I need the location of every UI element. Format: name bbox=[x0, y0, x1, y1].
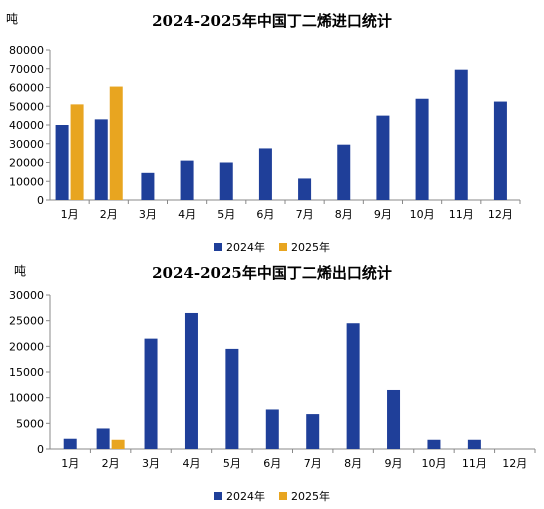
export-chart-plot: 0 5000 10000 15000 20000 25000 30000 1月 2月 3月 4月 5月… bbox=[9, 289, 536, 470]
bar-2024-11 bbox=[454, 69, 468, 200]
bar-2024-8 bbox=[346, 323, 360, 449]
y-tick-label: 20000 bbox=[9, 157, 44, 170]
legend-item-2024: 2024年 bbox=[214, 239, 265, 255]
y-tick-label: 10000 bbox=[9, 175, 44, 188]
x-tick-label: 10月 bbox=[410, 208, 435, 221]
x-tick-label: 1月 bbox=[61, 208, 79, 221]
y-tick-label: 0 bbox=[37, 194, 44, 207]
x-tick-label: 5月 bbox=[223, 457, 241, 470]
legend-swatch-2024 bbox=[214, 243, 222, 251]
x-tick-label: 12月 bbox=[488, 208, 513, 221]
bar-2025-2 bbox=[109, 86, 123, 200]
x-tick-label: 7月 bbox=[296, 208, 314, 221]
x-tick-label: 4月 bbox=[182, 457, 200, 470]
bar-2025-1 bbox=[70, 104, 84, 200]
x-tick-label: 4月 bbox=[178, 208, 196, 221]
bar-2025-2 bbox=[111, 439, 125, 449]
y-tick-label: 50000 bbox=[9, 100, 44, 113]
x-tick-label: 12月 bbox=[502, 457, 527, 470]
y-tick-label: 30000 bbox=[9, 138, 44, 151]
bar-2024-2 bbox=[94, 119, 108, 200]
legend-item-2025: 2025年 bbox=[279, 488, 330, 504]
x-tick-label: 11月 bbox=[449, 208, 474, 221]
legend-swatch-2024 bbox=[214, 492, 222, 500]
bar-2024-3 bbox=[144, 338, 158, 449]
bar-2024-8 bbox=[337, 144, 351, 200]
x-tick-label: 3月 bbox=[142, 457, 160, 470]
x-tick-label: 3月 bbox=[139, 208, 157, 221]
y-tick-label: 70000 bbox=[9, 63, 44, 76]
bar-2024-6 bbox=[258, 148, 272, 200]
x-tick-label: 6月 bbox=[263, 457, 281, 470]
legend-swatch-2025 bbox=[279, 492, 287, 500]
y-tick-label: 25000 bbox=[9, 315, 44, 328]
x-tick-label: 9月 bbox=[385, 457, 403, 470]
legend-label-2024: 2024年 bbox=[226, 241, 265, 254]
legend: 2024年 2025年 bbox=[0, 239, 544, 255]
y-tick-label: 80000 bbox=[9, 44, 44, 57]
bar-2024-4 bbox=[180, 160, 194, 200]
x-tick-label: 8月 bbox=[344, 457, 362, 470]
x-tick-label: 7月 bbox=[304, 457, 322, 470]
y-tick-label: 5000 bbox=[16, 417, 44, 430]
legend-item-2024: 2024年 bbox=[214, 488, 265, 504]
chart-title: 2024-2025年中国丁二烯进口统计 bbox=[152, 12, 392, 30]
y-tick-label: 60000 bbox=[9, 82, 44, 95]
x-tick-label: 5月 bbox=[217, 208, 235, 221]
bar-2024-9 bbox=[376, 115, 390, 200]
x-tick-label: 9月 bbox=[374, 208, 392, 221]
bar-2024-3 bbox=[141, 172, 155, 200]
x-tick-label: 6月 bbox=[256, 208, 274, 221]
bar-2024-9 bbox=[387, 389, 401, 449]
y-tick-label: 30000 bbox=[9, 289, 44, 302]
y-tick-label: 15000 bbox=[9, 366, 44, 379]
legend: 2024年 2025年 bbox=[0, 488, 544, 504]
x-tick-label: 8月 bbox=[335, 208, 353, 221]
bar-2024-5 bbox=[219, 162, 233, 200]
y-tick-label: 20000 bbox=[9, 340, 44, 353]
x-tick-label: 11月 bbox=[462, 457, 487, 470]
x-tick-label: 1月 bbox=[61, 457, 79, 470]
bar-2024-5 bbox=[225, 348, 239, 449]
legend-label-2024: 2024年 bbox=[226, 490, 265, 503]
import-chart-plot: 0 10000 20000 30000 40000 50000 60000 70000 8000… bbox=[9, 44, 521, 221]
y-unit-label: 吨 bbox=[6, 12, 19, 26]
chart-title: 2024-2025年中国丁二烯出口统计 bbox=[152, 264, 392, 282]
bar-2024-6 bbox=[265, 409, 279, 449]
import-chart: 吨 2024-2025年中国丁二烯进口统计 0 10000 20000 30000 40… bbox=[0, 12, 544, 255]
bar-2024-4 bbox=[184, 312, 198, 449]
bar-2024-7 bbox=[298, 178, 312, 200]
bar-2024-10 bbox=[427, 439, 441, 449]
legend-label-2025: 2025年 bbox=[291, 490, 330, 503]
y-unit-label: 吨 bbox=[14, 264, 27, 278]
export-chart: 吨 2024-2025年中国丁二烯出口统计 0 5000 10000 15000 200… bbox=[0, 258, 544, 509]
y-tick-label: 40000 bbox=[9, 119, 44, 132]
bar-2024-2 bbox=[96, 428, 110, 449]
legend-label-2025: 2025年 bbox=[291, 241, 330, 254]
y-tick-label: 0 bbox=[37, 443, 44, 456]
bar-2024-1 bbox=[63, 438, 77, 449]
x-tick-label: 10月 bbox=[421, 457, 446, 470]
y-tick-label: 10000 bbox=[9, 392, 44, 405]
bar-2024-11 bbox=[467, 439, 481, 449]
x-tick-label: 2月 bbox=[100, 208, 118, 221]
x-tick-label: 2月 bbox=[102, 457, 120, 470]
bar-2024-10 bbox=[415, 98, 429, 200]
legend-item-2025: 2025年 bbox=[279, 239, 330, 255]
bar-2024-1 bbox=[55, 125, 69, 200]
legend-swatch-2025 bbox=[279, 243, 287, 251]
bar-2024-12 bbox=[493, 101, 507, 200]
bar-2024-7 bbox=[306, 414, 320, 449]
